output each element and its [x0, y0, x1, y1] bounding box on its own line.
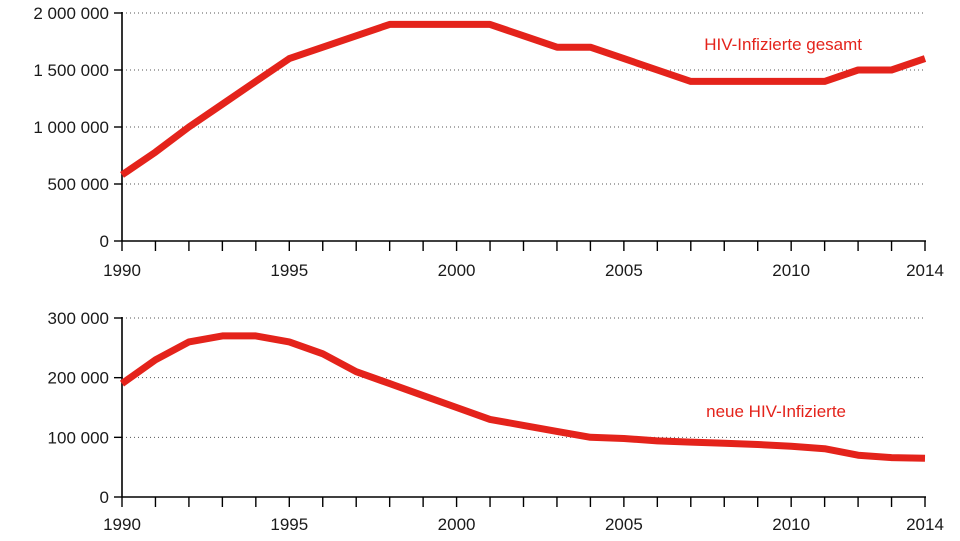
- x-tick-label: 1990: [103, 261, 141, 280]
- x-tick-label: 2005: [605, 515, 643, 534]
- x-tick-label: 1995: [270, 261, 308, 280]
- x-tick-label: 2014: [906, 515, 944, 534]
- series-label: neue HIV-Infizierte: [706, 402, 846, 421]
- chart-total-infected: 0 500 000 1 000 000 1 500 000 2 000 000 1990 1…: [33, 4, 944, 280]
- y-tick-label: 0: [100, 488, 109, 507]
- series-line: [119, 332, 926, 462]
- chart-new-infected: 0 100 000 200 000 300 000 1990 1995 2000 2005 20…: [48, 309, 944, 534]
- x-tick-label: 2014: [906, 261, 944, 280]
- x-tick-label: 2010: [772, 261, 810, 280]
- y-tick-label: 300 000: [48, 309, 109, 328]
- x-tick-label: 2000: [438, 261, 476, 280]
- series-line: [120, 20, 927, 178]
- x-tick-label: 2000: [438, 515, 476, 534]
- x-tick-label: 1995: [270, 515, 308, 534]
- x-tick-label: 2005: [605, 261, 643, 280]
- y-tick-label: 0: [100, 232, 109, 251]
- x-tick-label: 1990: [103, 515, 141, 534]
- y-tick-label: 100 000: [48, 428, 109, 447]
- y-tick-label: 2 000 000: [33, 4, 109, 23]
- y-tick-label: 200 000: [48, 369, 109, 388]
- y-tick-label: 1 000 000: [33, 118, 109, 137]
- x-tick-label: 2010: [772, 515, 810, 534]
- y-tick-label: 500 000: [48, 175, 109, 194]
- y-tick-label: 1 500 000: [33, 61, 109, 80]
- series-label: HIV-Infizierte gesamt: [704, 35, 862, 54]
